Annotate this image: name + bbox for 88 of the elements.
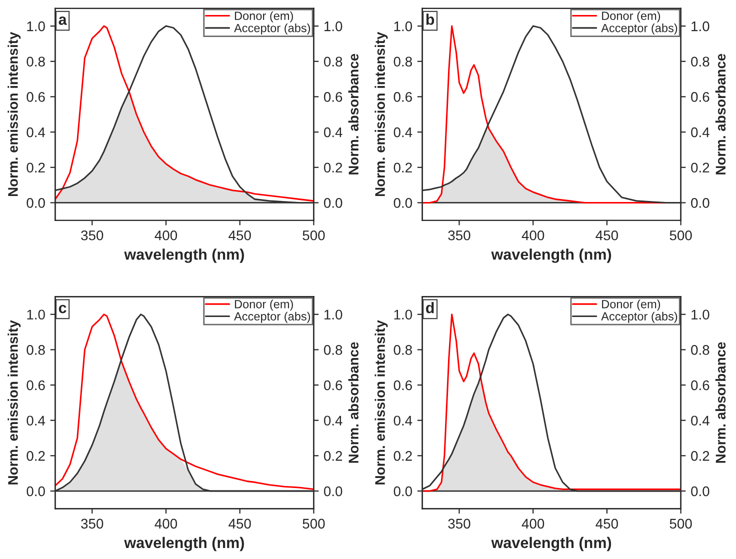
y-tick-label: 0.0: [394, 198, 412, 208]
x-tick-label: 500: [670, 518, 692, 529]
y-axis-title: Norm. emission intensity: [8, 32, 21, 196]
x-tick-label: 350: [81, 230, 104, 240]
x-axis-title: wavelength (nm): [491, 248, 612, 263]
x-tick-label: 400: [522, 230, 544, 240]
y-tick-label: 0.8: [394, 345, 412, 355]
x-tick-label: 500: [302, 518, 325, 529]
x-tick-label: 400: [154, 518, 178, 529]
y2-tick-label: 0.0: [691, 198, 710, 208]
x-tick-label: 400: [522, 518, 544, 529]
legend-label: Acceptor (abs): [601, 312, 678, 323]
y2-tick-label: 0.0: [324, 486, 342, 496]
y-tick-label: 0.0: [394, 486, 412, 496]
y2-tick-label: 0.0: [691, 486, 710, 496]
y2-tick-label: 1.0: [324, 21, 342, 32]
y2-tick-label: 0.4: [324, 127, 342, 138]
y2-tick-label: 0.8: [324, 56, 342, 67]
chart-title: d: [426, 302, 434, 314]
x-tick-label: 350: [81, 518, 104, 529]
x-tick-label: 500: [302, 230, 325, 240]
legend-label: Donor (em): [234, 11, 293, 22]
y2-tick-label: 0.2: [324, 451, 342, 461]
y-tick-label: 0.6: [26, 92, 45, 102]
chart-title: c: [58, 304, 66, 314]
x-axis-title: wavelength (nm): [491, 536, 612, 552]
y2-axis-title: Norm. absorbance: [715, 342, 726, 463]
y2-tick-label: 0.6: [691, 92, 710, 102]
y2-tick-label: 0.4: [324, 416, 342, 426]
y2-tick-label: 1.0: [692, 21, 710, 32]
x-tick-label: 450: [596, 518, 618, 529]
x-tick-label: 500: [670, 230, 692, 240]
y2-tick-label: 0.6: [324, 92, 342, 102]
y-tick-label: 0.4: [26, 416, 46, 426]
y-tick-label: 0.0: [26, 198, 45, 208]
y-tick-label: 1.0: [394, 310, 412, 320]
y-tick-label: 1.0: [27, 21, 45, 32]
y2-tick-label: 0.6: [691, 380, 710, 390]
y-tick-label: 0.6: [26, 380, 45, 390]
y-tick-label: 0.4: [394, 127, 412, 138]
legend-label: Donor (em): [602, 11, 660, 22]
y-tick-label: 0.2: [394, 162, 412, 173]
y-axis-title: Norm. emission intensity: [374, 32, 388, 196]
legend-label: Acceptor (abs): [234, 24, 310, 35]
y-tick-label: 0.2: [394, 451, 412, 461]
y2-axis-title: Norm. absorbance: [715, 54, 726, 174]
x-tick-label: 450: [228, 518, 251, 529]
y-tick-label: 0.8: [26, 56, 45, 67]
x-tick-label: 400: [154, 230, 178, 240]
y2-tick-label: 0.6: [324, 380, 342, 390]
y-tick-label: 1.0: [394, 21, 412, 32]
chart-title: b: [426, 14, 434, 25]
y2-tick-label: 0.4: [691, 416, 710, 426]
y-tick-label: 0.6: [394, 92, 412, 102]
y-tick-label: 0.2: [26, 162, 45, 173]
y-tick-label: 0.4: [26, 127, 46, 138]
y-axis-title: Norm. emission intensity: [374, 320, 388, 484]
y2-tick-label: 0.8: [691, 56, 710, 67]
legend-label: Donor (em): [234, 300, 293, 311]
x-axis-title: wavelength (nm): [124, 536, 244, 552]
x-tick-label: 350: [448, 518, 470, 529]
x-tick-label: 450: [228, 230, 251, 240]
y2-tick-label: 0.8: [691, 345, 710, 355]
y-axis-title: Norm. emission intensity: [8, 320, 21, 484]
y-tick-label: 0.4: [394, 416, 412, 426]
legend-label: Donor (em): [602, 300, 660, 311]
y-tick-label: 1.0: [27, 310, 45, 320]
y2-tick-label: 0.0: [324, 198, 342, 208]
y-tick-label: 0.8: [394, 56, 412, 67]
x-tick-label: 350: [448, 230, 470, 240]
y2-tick-label: 0.8: [324, 345, 342, 355]
y2-tick-label: 0.2: [691, 162, 710, 173]
x-tick-label: 450: [596, 230, 618, 240]
y2-tick-label: 0.2: [691, 451, 710, 461]
y2-axis-title: Norm. absorbance: [348, 342, 358, 463]
y-tick-label: 0.2: [26, 451, 45, 461]
y2-axis-title: Norm. absorbance: [348, 54, 358, 174]
x-axis-title: wavelength (nm): [124, 248, 244, 263]
y-tick-label: 0.6: [394, 380, 412, 390]
y2-tick-label: 1.0: [324, 310, 342, 320]
y-tick-label: 0.0: [26, 486, 45, 496]
chart-title: a: [58, 16, 67, 25]
y2-tick-label: 1.0: [692, 310, 710, 320]
y2-tick-label: 0.4: [691, 127, 710, 138]
legend-label: Acceptor (abs): [234, 312, 310, 323]
y2-tick-label: 0.2: [324, 162, 342, 173]
y-tick-label: 0.8: [26, 345, 45, 355]
legend-label: Acceptor (abs): [601, 24, 678, 35]
